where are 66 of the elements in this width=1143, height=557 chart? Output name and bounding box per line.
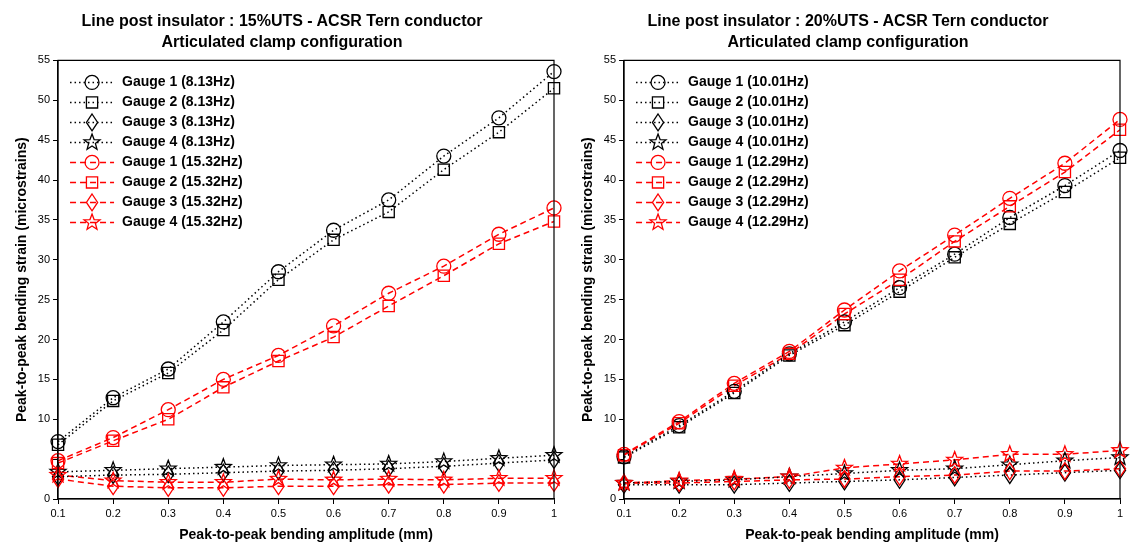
- x-tick-label: 0.5: [270, 506, 287, 519]
- legend-label: Gauge 4 (15.32Hz): [122, 213, 243, 230]
- y-tick-label: 35: [37, 212, 51, 225]
- y-tick-label: 50: [603, 93, 617, 106]
- x-tick-label: 0.4: [215, 506, 232, 519]
- chart-subtitle: Articulated clamp configuration: [161, 33, 403, 51]
- x-tick-label: 0.6: [325, 506, 342, 519]
- x-tick-label: 1: [550, 506, 558, 519]
- y-tick-label: 25: [603, 292, 617, 305]
- legend-label: Gauge 4 (8.13Hz): [122, 133, 235, 150]
- y-tick-label: 0: [609, 492, 617, 505]
- x-tick-label: 0.8: [1002, 506, 1018, 519]
- legend-label: Gauge 3 (15.32Hz): [122, 193, 243, 210]
- chart-subtitle: Articulated clamp configuration: [727, 33, 969, 51]
- legend-label: Gauge 1 (15.32Hz): [122, 153, 243, 170]
- x-axis-title: Peak-to-peak bending amplitude (mm): [179, 526, 433, 543]
- x-tick-label: 0.5: [836, 506, 853, 519]
- x-axis-title: Peak-to-peak bending amplitude (mm): [745, 526, 999, 543]
- x-tick-label: 0.9: [1057, 506, 1073, 519]
- legend-label: Gauge 2 (10.01Hz): [688, 93, 809, 110]
- y-tick-label: 30: [37, 252, 51, 265]
- x-tick-label: 1: [1116, 506, 1124, 519]
- y-tick-label: 40: [37, 173, 51, 186]
- y-tick-label: 35: [603, 212, 617, 225]
- y-tick-label: 20: [37, 332, 51, 345]
- x-tick-label: 0.2: [671, 506, 687, 519]
- y-tick-label: 10: [37, 412, 51, 425]
- x-tick-label: 0.7: [947, 506, 963, 519]
- y-tick-label: 45: [603, 133, 617, 146]
- x-tick-label: 0.4: [781, 506, 798, 519]
- x-tick-label: 0.7: [381, 506, 397, 519]
- legend-label: Gauge 3 (8.13Hz): [122, 113, 235, 130]
- x-tick-label: 0.6: [891, 506, 908, 519]
- y-tick-label: 0: [43, 492, 51, 505]
- legend-label: Gauge 3 (10.01Hz): [688, 113, 809, 130]
- legend-label: Gauge 2 (8.13Hz): [122, 93, 235, 110]
- y-tick-label: 55: [37, 53, 51, 66]
- y-tick-label: 55: [603, 53, 617, 66]
- legend-label: Gauge 3 (12.29Hz): [688, 193, 809, 210]
- x-tick-label: 0.3: [160, 506, 176, 519]
- y-tick-label: 25: [37, 292, 51, 305]
- y-tick-label: 40: [603, 173, 617, 186]
- x-tick-label: 0.1: [50, 506, 66, 519]
- x-tick-label: 0.3: [726, 506, 742, 519]
- x-tick-label: 0.8: [436, 506, 452, 519]
- legend-label: Gauge 1 (8.13Hz): [122, 73, 235, 90]
- x-tick-label: 0.1: [616, 506, 632, 519]
- y-tick-label: 20: [603, 332, 617, 345]
- chart-title: Line post insulator : 15%UTS - ACSR Tern conductor: [81, 12, 483, 30]
- legend-label: Gauge 1 (10.01Hz): [688, 73, 809, 90]
- legend-label: Gauge 4 (12.29Hz): [688, 213, 809, 230]
- legend-label: Gauge 4 (10.01Hz): [688, 133, 809, 150]
- y-axis-title: Peak-to-peak bending strain (microstrains): [579, 137, 596, 423]
- y-tick-label: 10: [603, 412, 617, 425]
- y-tick-label: 15: [603, 372, 617, 385]
- legend-label: Gauge 1 (12.29Hz): [688, 153, 809, 170]
- legend-label: Gauge 2 (12.29Hz): [688, 173, 809, 190]
- y-tick-label: 15: [37, 372, 51, 385]
- y-axis-title: Peak-to-peak bending strain (microstrains): [13, 137, 30, 423]
- y-tick-label: 30: [603, 252, 617, 265]
- y-tick-label: 45: [37, 133, 51, 146]
- chart-title: Line post insulator : 20%UTS - ACSR Tern conductor: [647, 12, 1049, 30]
- legend-label: Gauge 2 (15.32Hz): [122, 173, 243, 190]
- x-tick-label: 0.9: [491, 506, 507, 519]
- y-tick-label: 50: [37, 93, 51, 106]
- x-tick-label: 0.2: [105, 506, 121, 519]
